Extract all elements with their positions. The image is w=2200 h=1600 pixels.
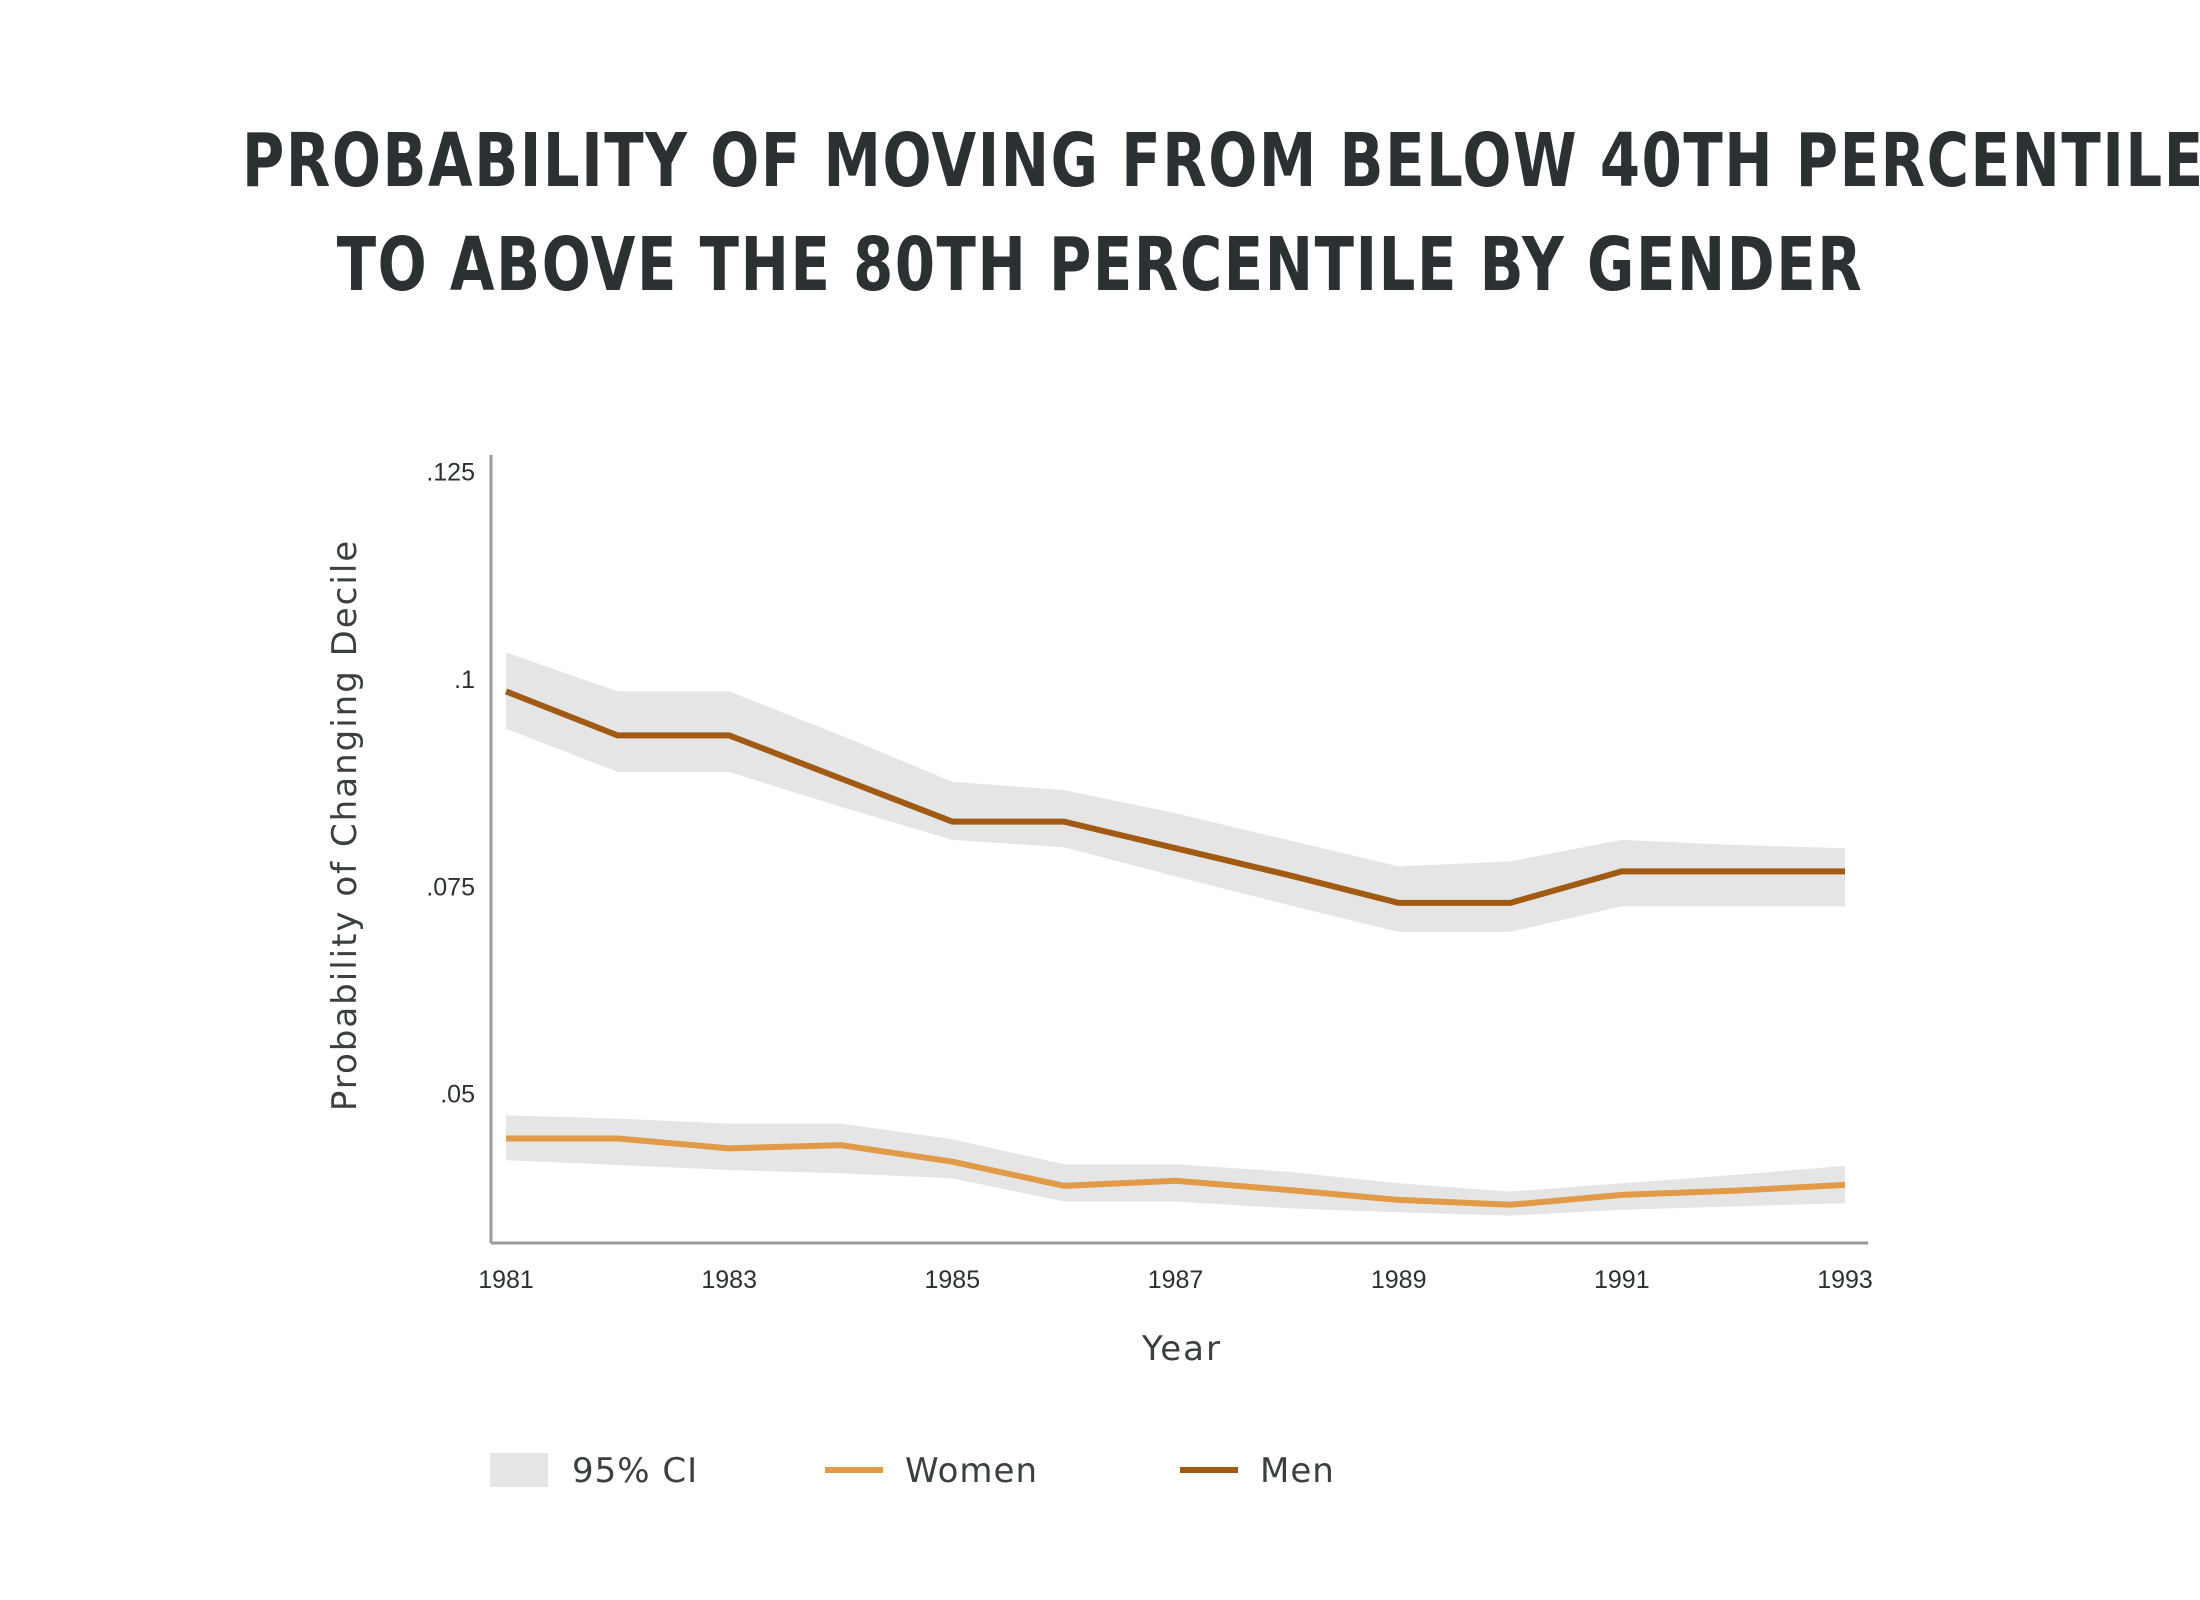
series-lines [504,688,1846,1208]
chart-title-line-1: PROBABILITY OF MOVING FROM BELOW 40TH PE… [242,118,2200,204]
legend: 95% CI Women Men [490,1451,1335,1491]
x-tick-label: 1991 [1594,1266,1650,1294]
ci-bands [506,652,1845,1216]
series-line-men [504,688,1845,906]
x-axis-title: Year [1141,1329,1222,1369]
axes [489,455,1868,1245]
y-axis-title: Probability of Changing Decile [325,539,365,1111]
ci-band-men [506,652,1845,932]
tick-labels: .125 .1 .075 .05 1981 1983 1985 1987 1989 1991 199… [426,459,1872,1294]
series-line-women [506,1135,1846,1208]
x-tick-label: 1987 [1148,1266,1204,1294]
y-tick-label: .125 [426,459,475,487]
legend-label-95-ci: 95% CI [572,1451,698,1491]
x-tick-label: 1985 [924,1266,980,1294]
x-tick-label: 1981 [478,1266,534,1294]
legend-swatch-95-ci [490,1453,548,1487]
legend-label-women: Women [905,1451,1038,1491]
y-tick-label: .075 [426,873,475,901]
legend-label-men: Men [1260,1451,1335,1491]
y-tick-label: .1 [454,666,475,694]
y-tick-label: .05 [440,1081,475,1109]
chart-title-line-2: TO ABOVE THE 80TH PERCENTILE BY GENDER [336,222,1864,308]
ci-band-women [506,1115,1845,1216]
x-tick-label: 1993 [1817,1266,1873,1294]
x-tick-label: 1983 [701,1266,757,1294]
x-tick-label: 1989 [1371,1266,1427,1294]
